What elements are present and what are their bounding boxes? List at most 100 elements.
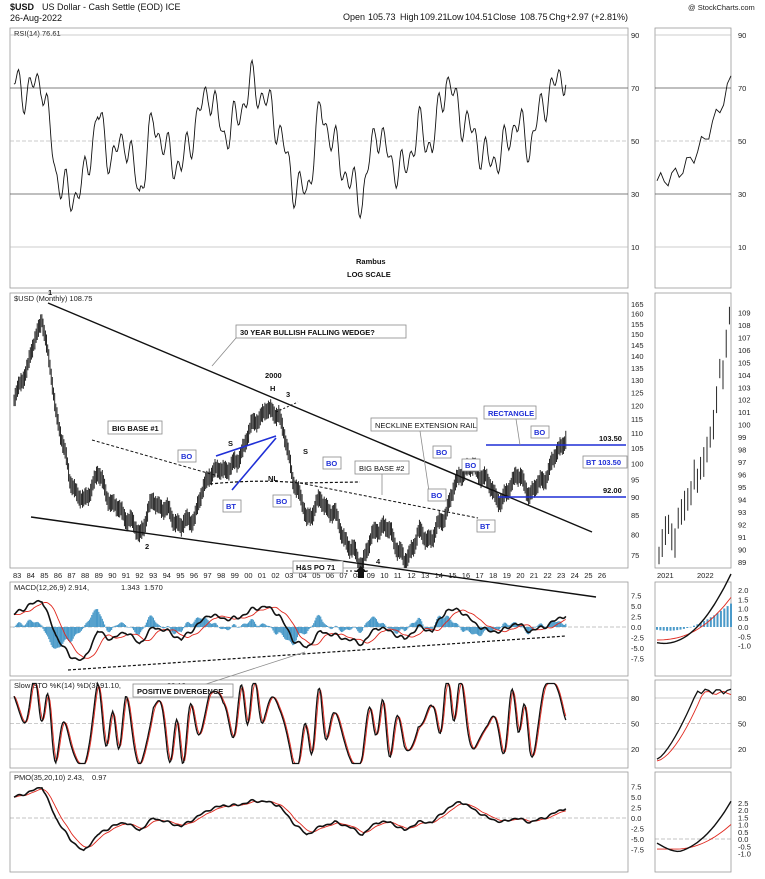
rectangle-callout: RECTANGLE — [483, 405, 537, 446]
macd-hist-bar — [375, 619, 377, 627]
sto-ticks-50: 50 — [631, 720, 639, 729]
macd-hist-bar — [378, 623, 380, 627]
macd-hist-bar — [480, 627, 482, 636]
macd-hist-bar — [314, 620, 316, 627]
macd-hist-bar — [352, 627, 354, 628]
macd-hist-bar — [59, 627, 62, 647]
macd-hist-bar — [393, 627, 395, 632]
macd-hist-bar — [445, 615, 447, 627]
macd-hist-bar — [306, 627, 308, 634]
bo-label-3: BO — [326, 459, 337, 468]
macd-hist-bar — [414, 622, 416, 627]
macd-hist-bar — [119, 623, 121, 627]
macd-hist-bar — [130, 627, 132, 628]
year-tick-14: 14 — [435, 571, 443, 580]
macd-hist-bar — [131, 627, 134, 629]
bo-callout-2: BO — [272, 494, 292, 508]
macd-hist-bar — [407, 627, 409, 629]
macd-hist-bar — [91, 615, 93, 627]
macd-hist-bar — [185, 623, 187, 627]
price-ticks-75: 75 — [631, 551, 639, 560]
ohlc-close-label: Close — [493, 12, 516, 22]
price-ticks-135: 135 — [631, 364, 644, 373]
macd-hist-bar — [253, 621, 256, 627]
macd-hist-bar — [432, 627, 434, 628]
macd-hist-bar — [160, 627, 163, 628]
macd-hist-bar — [150, 615, 152, 627]
macd-hist-bar — [406, 627, 408, 631]
macd-zoom-hist-bar — [679, 627, 682, 630]
macd-hist-bar — [543, 626, 545, 627]
chart-description: US Dollar - Cash Settle (EOD) ICE — [42, 2, 181, 12]
price-ticks-zoom-97: 97 — [738, 458, 746, 467]
year-tick-05: 05 — [312, 571, 320, 580]
year-tick-25: 25 — [584, 571, 592, 580]
price-ticks-160: 160 — [631, 310, 644, 319]
macd-hist-bar — [462, 627, 465, 632]
macd-hist-bar — [196, 617, 199, 627]
macd-hist-bar — [366, 621, 368, 627]
macd-hist-bar — [334, 626, 336, 627]
macd-hist-bar — [262, 623, 264, 627]
big-base1-text: BIG BASE #1 — [112, 424, 159, 433]
year-tick-12: 12 — [407, 571, 415, 580]
macd-zoom-hist-bar — [709, 617, 712, 627]
macd-hist-bar — [479, 627, 481, 637]
stockcharts-credit: @ StockCharts.com — [688, 3, 755, 12]
macd-hist-bar — [94, 609, 96, 627]
blue-trendline-upper — [215, 435, 277, 457]
macd-hist-bar — [49, 627, 51, 643]
macd-hist-bar — [246, 623, 249, 627]
macd-hist-bar — [145, 622, 147, 627]
macd-hist-bar — [100, 616, 102, 627]
rsi-series-line — [13, 58, 567, 220]
macd-hist-bar — [349, 627, 351, 631]
macd-zoom-hist-bar — [719, 610, 722, 627]
macd-hist-value: 1.570 — [144, 583, 163, 592]
macd-hist-bar — [66, 627, 68, 640]
year-tick-06: 06 — [326, 571, 334, 580]
ohlc-open: 105.73 — [368, 12, 396, 22]
year-tick-24: 24 — [571, 571, 579, 580]
bo-label-2: BO — [276, 497, 287, 506]
macd-hist-bar — [134, 627, 136, 633]
macd-hist-bar — [208, 621, 210, 627]
macd-hist-bar — [360, 627, 362, 633]
macd-hist-bar — [194, 619, 196, 627]
zoom-year-tick-labels: 2021 2022 — [657, 571, 714, 580]
macd-hist-bar — [45, 627, 48, 635]
macd-hist-bar — [260, 623, 262, 627]
macd-hist-bar — [553, 621, 555, 627]
macd-hist-bar — [500, 627, 502, 628]
year-tick-89: 89 — [95, 571, 103, 580]
macd-hist-bar — [183, 627, 185, 629]
macd-hist-bar — [126, 626, 128, 628]
macd-hist-bar — [111, 627, 113, 630]
macd-hist-bar — [76, 627, 78, 634]
macd-hist-bar — [181, 627, 183, 631]
macd-hist-bar — [228, 627, 230, 631]
macd-hist-bar — [461, 627, 463, 632]
macd-hist-bar — [154, 620, 156, 627]
neckline-extension-rail — [299, 482, 479, 519]
macd-hist-bar — [502, 623, 504, 627]
macd-hist-bar — [18, 622, 20, 627]
macd-hist-bar — [156, 623, 158, 627]
macd-hist-bar — [318, 615, 321, 627]
sto-ticks-20: 20 — [631, 745, 639, 754]
macd-zoom-hist-bar — [730, 603, 732, 627]
macd-hist-bar — [242, 624, 244, 627]
macd-hist-bar — [558, 621, 560, 627]
macd-hist-bar — [136, 627, 138, 635]
macd-hist-bar — [295, 627, 297, 641]
macd-hist-bar — [508, 625, 510, 627]
rsi-gridlines — [10, 34, 731, 248]
macd-zoom-hist-bar — [726, 606, 729, 627]
macd-hist-bar — [335, 625, 337, 627]
macd-hist-bar — [535, 627, 537, 628]
price-zoom-bars — [658, 306, 730, 565]
macd-hist-bar — [234, 624, 236, 627]
macd-hist-bar — [302, 627, 304, 635]
macd-hist-bar — [51, 627, 53, 648]
